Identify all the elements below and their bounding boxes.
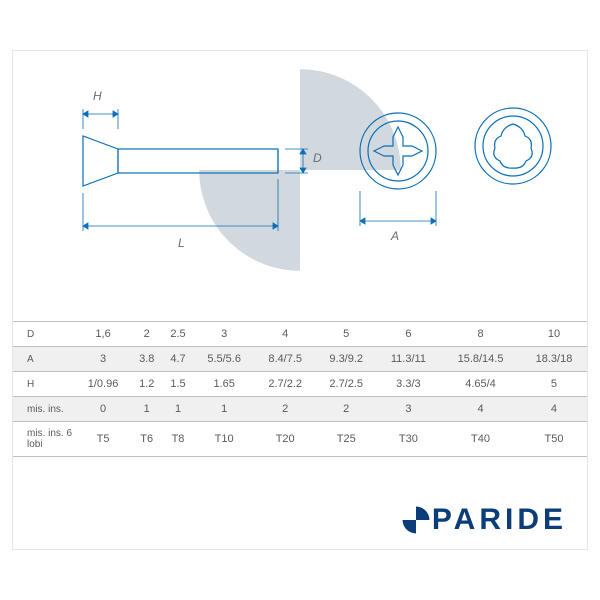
row-header: D — [13, 322, 75, 347]
table-cell: 0 — [75, 397, 131, 422]
row-header: mis. ins. — [13, 397, 75, 422]
table-cell: 1/0.96 — [75, 372, 131, 397]
table-cell: T50 — [521, 422, 587, 457]
table-cell: 11.3/11 — [377, 347, 440, 372]
table-cell: 3 — [75, 347, 131, 372]
brand-text: PARIDE — [432, 503, 567, 537]
table-cell: 2 — [131, 322, 162, 347]
table-cell: 4 — [521, 397, 587, 422]
table-cell: 4.7 — [162, 347, 193, 372]
screw-head-torx — [463, 91, 563, 191]
row-header: H — [13, 372, 75, 397]
diagram-area: H L D A — [13, 51, 587, 321]
table-cell: 4 — [440, 397, 521, 422]
table-cell: 9.3/9.2 — [316, 347, 377, 372]
table-cell: 5.5/5.6 — [194, 347, 255, 372]
table-cell: 18.3/18 — [521, 347, 587, 372]
table-cell: 3 — [377, 397, 440, 422]
table-cell: T10 — [194, 422, 255, 457]
row-header: A — [13, 347, 75, 372]
table-cell: T6 — [131, 422, 162, 457]
row-header: mis. ins. 6 lobi — [13, 422, 75, 457]
brand-logo-icon — [402, 506, 430, 534]
table-cell: T8 — [162, 422, 193, 457]
table-cell: T25 — [316, 422, 377, 457]
table-cell: 5 — [316, 322, 377, 347]
table-cell: 8.4/7.5 — [255, 347, 316, 372]
dim-label-A: A — [391, 229, 399, 243]
dim-label-D: D — [313, 151, 322, 165]
table-cell: 8 — [440, 322, 521, 347]
table-cell: 15.8/14.5 — [440, 347, 521, 372]
table-cell: 2 — [316, 397, 377, 422]
table-row: mis. ins. 6 lobiT5T6T8T10T20T25T30T40T50 — [13, 422, 587, 457]
table-cell: 2 — [255, 397, 316, 422]
table-cell: 3.8 — [131, 347, 162, 372]
table-row: A33.84.75.5/5.68.4/7.59.3/9.211.3/1115.8… — [13, 347, 587, 372]
table-row: H1/0.961.21.51.652.7/2.22.7/2.53.3/34.65… — [13, 372, 587, 397]
table-cell: 4 — [255, 322, 316, 347]
dim-label-L: L — [178, 236, 185, 250]
spec-table: D1,622.53456810A33.84.75.5/5.68.4/7.59.3… — [13, 321, 587, 457]
table-cell: 2.5 — [162, 322, 193, 347]
table-cell: 3 — [194, 322, 255, 347]
table-cell: 6 — [377, 322, 440, 347]
table-cell: 1 — [194, 397, 255, 422]
table-cell: T30 — [377, 422, 440, 457]
table-cell: 1.2 — [131, 372, 162, 397]
table-cell: T20 — [255, 422, 316, 457]
table-cell: T5 — [75, 422, 131, 457]
table-cell: 10 — [521, 322, 587, 347]
table-cell: 3.3/3 — [377, 372, 440, 397]
table-cell: 2.7/2.2 — [255, 372, 316, 397]
table-cell: 1 — [131, 397, 162, 422]
dim-label-H: H — [93, 89, 102, 103]
brand-wordmark: PARIDE — [402, 503, 567, 537]
table-cell: 1.65 — [194, 372, 255, 397]
table-cell: 4.65/4 — [440, 372, 521, 397]
table-cell: 2.7/2.5 — [316, 372, 377, 397]
screw-side-view — [53, 81, 333, 281]
table-cell: 1 — [162, 397, 193, 422]
table-cell: T40 — [440, 422, 521, 457]
table-cell: 1,6 — [75, 322, 131, 347]
table-cell: 1.5 — [162, 372, 193, 397]
table-row: D1,622.53456810 — [13, 322, 587, 347]
table-cell: 5 — [521, 372, 587, 397]
table-row: mis. ins.011122344 — [13, 397, 587, 422]
spec-card: H L D A D1,622.53456810A33.84.75.5/5.68.… — [12, 50, 588, 550]
